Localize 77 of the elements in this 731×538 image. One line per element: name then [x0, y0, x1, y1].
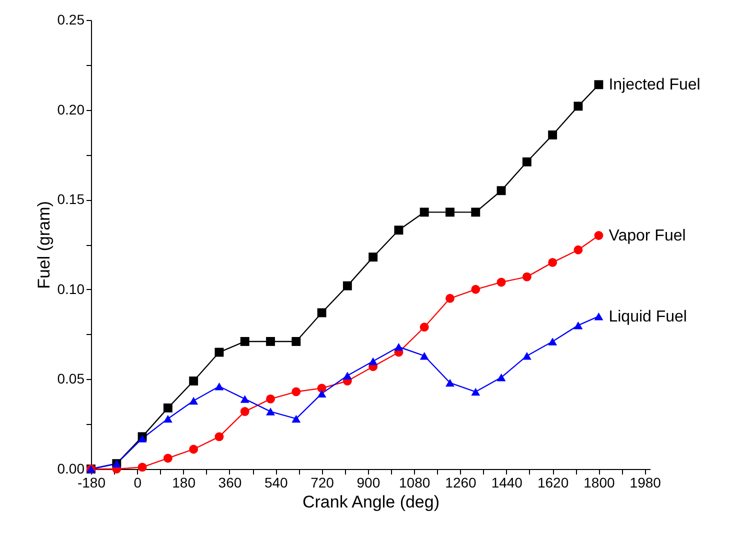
x-axis-title: Crank Angle (deg) — [302, 492, 440, 512]
point — [266, 408, 275, 416]
point — [342, 281, 352, 290]
point — [368, 252, 378, 262]
x-tick-label: 720 — [310, 474, 334, 490]
point — [522, 272, 532, 282]
x-tick-label: 360 — [218, 474, 242, 490]
point — [594, 231, 604, 240]
x-tick-label: 540 — [264, 474, 288, 490]
point — [594, 80, 604, 90]
point — [317, 384, 326, 393]
x-tick-label: 1800 — [584, 474, 615, 490]
point — [496, 374, 506, 382]
point — [189, 396, 198, 405]
point — [522, 157, 532, 166]
point — [496, 278, 506, 287]
point — [394, 226, 404, 235]
point — [317, 308, 326, 318]
point — [292, 414, 301, 423]
point — [138, 462, 147, 472]
point — [471, 208, 480, 217]
y-tick-label: 0.10 — [57, 280, 85, 297]
point — [471, 388, 480, 396]
point — [471, 284, 480, 294]
x-tick-label: 900 — [356, 474, 380, 490]
point — [240, 407, 250, 416]
y-tick-label: 0.20 — [57, 101, 85, 118]
point — [214, 348, 224, 357]
point — [420, 208, 429, 217]
point — [574, 245, 583, 254]
point — [214, 382, 224, 390]
point — [548, 338, 558, 346]
point — [189, 376, 198, 386]
point — [163, 454, 172, 463]
y-tick-label: 0.15 — [57, 191, 85, 208]
x-tick-label: 0 — [134, 474, 142, 490]
point — [446, 294, 454, 303]
y-tick-label: 0.25 — [57, 12, 85, 28]
x-tick-label: 180 — [172, 474, 196, 490]
point — [574, 321, 583, 330]
point — [240, 395, 250, 403]
point — [394, 343, 404, 351]
point — [317, 390, 326, 398]
point — [594, 312, 604, 320]
y-axis-title: Fuel (gram) — [34, 201, 54, 289]
point — [342, 372, 352, 380]
point — [163, 403, 172, 412]
point — [292, 387, 301, 396]
point — [522, 352, 532, 360]
x-tick-label: 1260 — [445, 474, 477, 490]
point — [446, 378, 454, 387]
series-label: Vapor Fuel — [608, 228, 686, 245]
x-tick-label: 1440 — [491, 474, 523, 490]
y-tick-label: 0.05 — [57, 370, 85, 387]
point — [189, 444, 198, 454]
x-tick-label: 1980 — [630, 474, 662, 490]
x-tick-label: 1620 — [537, 474, 569, 490]
x-tick-label: -180 — [77, 474, 106, 490]
x-tick-label: 1080 — [399, 474, 430, 490]
point — [214, 432, 224, 442]
point — [368, 357, 378, 366]
series-label: Liquid Fuel — [608, 308, 687, 326]
y-tick-label: 0.00 — [57, 460, 85, 476]
point — [163, 414, 172, 423]
point — [446, 208, 454, 217]
point — [420, 322, 429, 332]
point — [420, 352, 429, 360]
point — [292, 337, 301, 346]
point — [548, 258, 558, 267]
point — [266, 394, 275, 404]
point — [266, 337, 275, 346]
series-label: Injected Fuel — [608, 76, 700, 94]
point — [548, 130, 558, 140]
point — [496, 186, 506, 196]
point — [240, 337, 250, 346]
point — [138, 434, 147, 442]
point — [574, 102, 583, 111]
